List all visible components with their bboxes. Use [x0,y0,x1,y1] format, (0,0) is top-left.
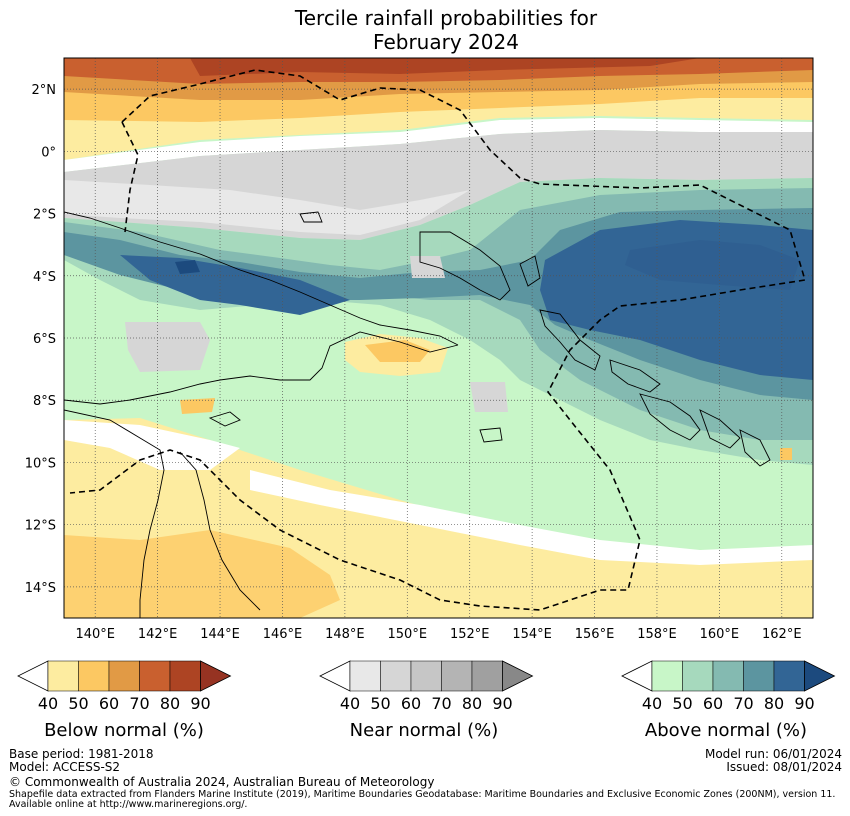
colorbar: 40 50 60 70 80 90 [319,660,534,713]
issued-date: Issued: 08/01/2024 [726,760,842,774]
colorbar-segment [441,660,473,692]
model-name: Model: ACCESS-S2 [9,760,121,774]
colorbar-tick: 70 [129,694,149,713]
longitude-labels: 140°E 142°E 144°E 146°E 148°E 150°E 152°E 154°E… [75,627,801,642]
colorbar-tick: 40 [340,694,360,713]
shapefile-credit-line-2: Available online at http://www.marinereg… [9,799,248,810]
colorbar-tick: 40 [38,694,58,713]
colorbar-extend-low [319,660,351,692]
colorbar-tick: 70 [733,694,753,713]
colorbar-segment [410,660,442,692]
lat-label: 0° [41,145,56,160]
lon-label: 160°E [700,627,740,642]
lat-label: 14°S [25,581,56,596]
colorbar-extend-high [804,660,836,692]
colorbar-extend-high [502,660,534,692]
colorbars: 40 50 60 70 80 90 40 50 60 70 80 90 40 50 60 70 80 90 [17,660,836,713]
base-period: Base period: 1981-2018 [9,747,154,761]
colorbar-tick: 50 [672,694,692,713]
graticule [64,58,813,618]
coastlines [64,211,771,618]
lon-label: 154°E [512,627,552,642]
colorbar-segment [78,660,110,692]
colorbar-tick: 80 [160,694,180,713]
lon-label: 150°E [388,627,428,642]
above-normal-label: Above normal (%) [644,720,808,741]
lat-label: 10°S [25,456,56,471]
lat-label: 2°S [33,208,56,223]
colorbar-segment [712,660,744,692]
colorbar-segment [471,660,503,692]
colorbar-tick: 50 [370,694,390,713]
lon-label: 142°E [138,627,178,642]
lat-label: 6°S [33,332,56,347]
colorbar-extend-low [621,660,653,692]
colorbar-segment [651,660,683,692]
colorbar-tick: 40 [642,694,662,713]
lat-label: 12°S [25,519,56,534]
forecast-map: 2°N 0° 2°S 4°S 6°S 8°S 10°S 12°S 14°S 140°E 142°E… [25,57,814,642]
map-frame [63,57,814,619]
lat-label: 8°S [33,394,56,409]
colorbar-segment [380,660,412,692]
lon-label: 148°E [325,627,365,642]
eez-boundary [69,69,807,611]
colorbar-extend-low [17,660,49,692]
lon-label: 140°E [75,627,115,642]
title-line-2: February 2024 [373,30,519,54]
lon-label: 144°E [200,627,240,642]
colorbar-tick: 60 [703,694,723,713]
lon-label: 158°E [637,627,677,642]
colorbar-segment [139,660,171,692]
colorbar-segment [349,660,381,692]
copyright: © Commonwealth of Australia 2024, Austra… [9,775,435,789]
colorbar: 40 50 60 70 80 90 [17,660,232,713]
lon-label: 156°E [575,627,615,642]
colorbar-segment [169,660,201,692]
colorbar-tick: 60 [401,694,421,713]
colorbar-tick: 60 [99,694,119,713]
colorbar-tick: 90 [190,694,210,713]
colorbar-tick: 50 [68,694,88,713]
model-run: Model run: 06/01/2024 [704,747,842,761]
lon-label: 152°E [450,627,490,642]
colorbar-tick: 70 [431,694,451,713]
lon-label: 146°E [263,627,303,642]
colorbar-extend-high [200,660,232,692]
title-line-1: Tercile rainfall probabilities for [294,6,598,30]
colorbar-segment [108,660,140,692]
colorbar-tick: 90 [794,694,814,713]
probability-field [64,58,813,618]
colorbar: 40 50 60 70 80 90 [621,660,836,713]
colorbar-segment [47,660,79,692]
near-normal-label: Near normal (%) [349,720,499,741]
lon-label: 162°E [762,627,802,642]
colorbar-tick: 80 [462,694,482,713]
lat-label: 4°S [33,270,56,285]
colorbar-segment [743,660,775,692]
shapefile-credit-line-1: Shapefile data extracted from Flanders M… [9,789,836,800]
colorbar-segment [682,660,714,692]
colorbar-segment [773,660,805,692]
below-normal-label: Below normal (%) [44,720,204,741]
colorbar-tick: 80 [764,694,784,713]
lat-label: 2°N [32,83,57,98]
colorbar-tick: 90 [492,694,512,713]
latitude-labels: 2°N 0° 2°S 4°S 6°S 8°S 10°S 12°S 14°S [25,83,56,596]
